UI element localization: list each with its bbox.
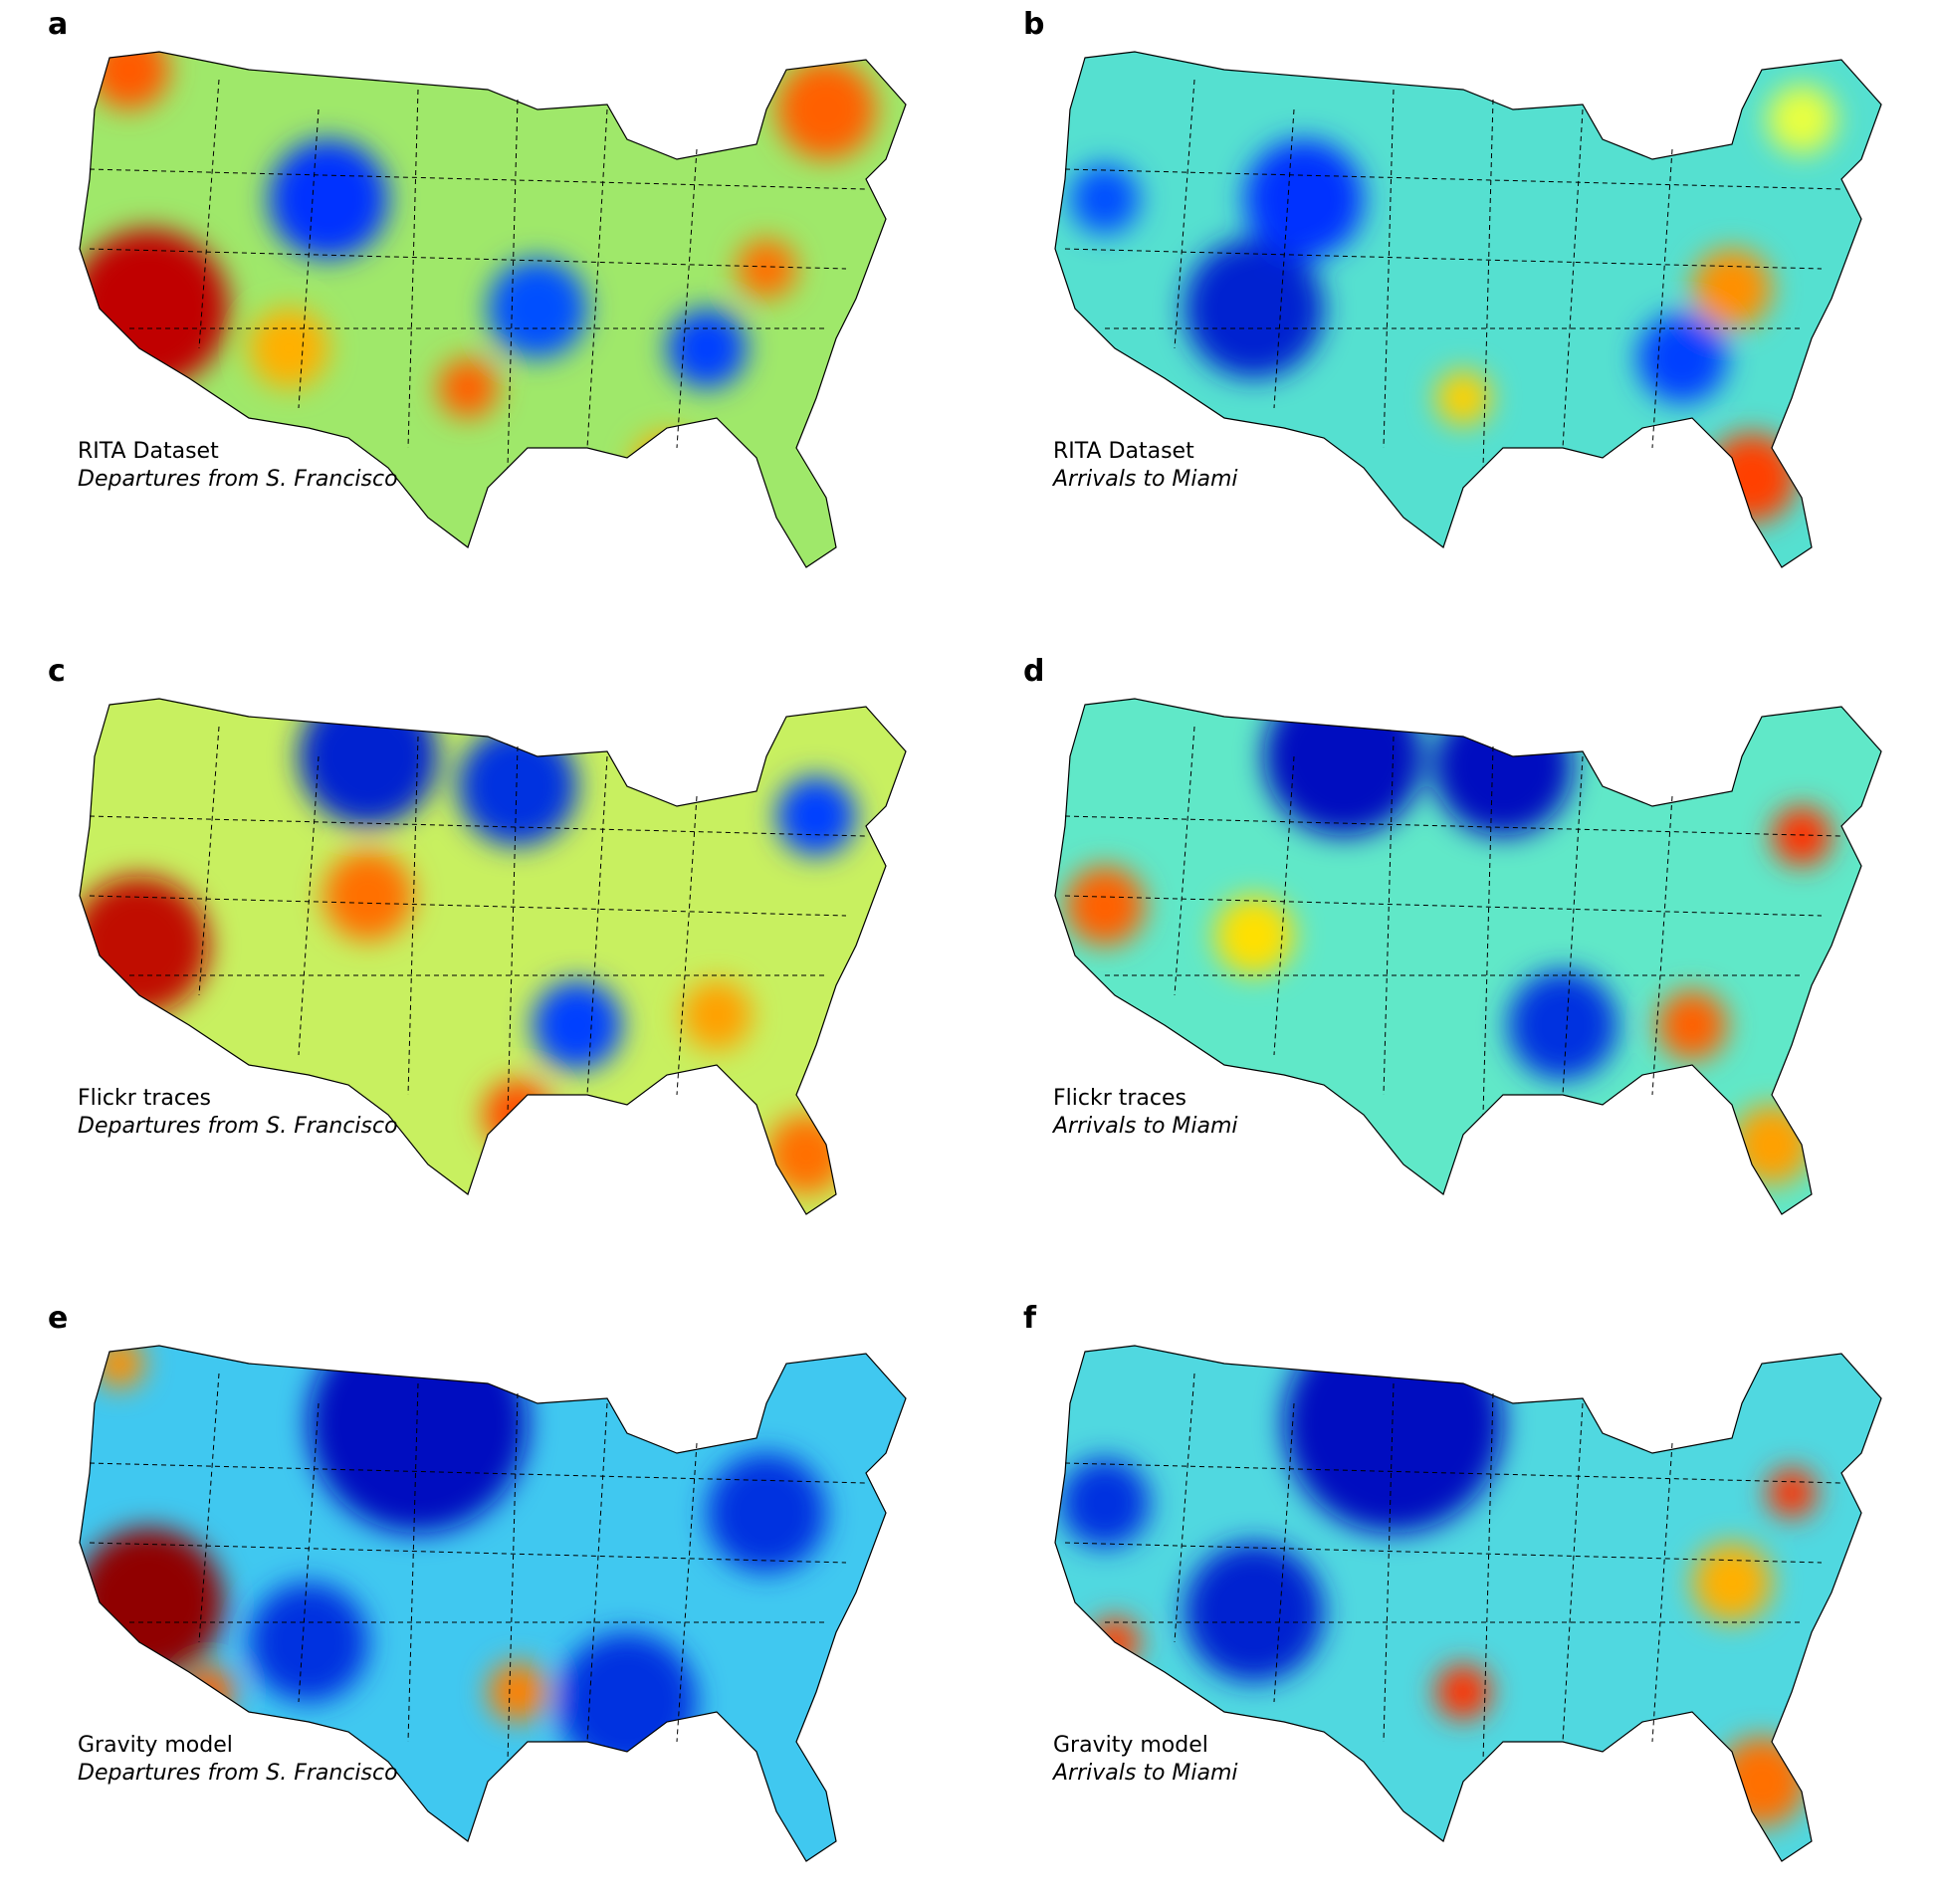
panel-caption: Flickr traces Arrivals to Miami <box>1053 1085 1238 1141</box>
panel-letter: a <box>48 7 69 42</box>
panel-f: f Gravity model Arrivals to Miami <box>1005 1301 1921 1862</box>
heatmap-usa <box>1054 698 1882 1215</box>
caption-direction: Arrivals to Miami <box>1053 467 1238 492</box>
panel-letter: b <box>1023 7 1045 42</box>
caption-dataset: Gravity model <box>78 1733 233 1758</box>
panel-b: b RITA Dataset Arrivals to Miami <box>1005 7 1921 568</box>
panel-a: a RITA Dataset Departures <box>30 7 946 568</box>
panel-letter: e <box>48 1301 69 1336</box>
caption-dataset: Gravity model <box>1053 1733 1208 1758</box>
panel-caption: RITA Dataset Departures from S. Francisc… <box>78 438 398 494</box>
panel-caption: Gravity model Departures from S. Francis… <box>78 1732 398 1788</box>
panel-e: e Gravity model Departures from S. Franc… <box>30 1301 946 1862</box>
heatmap-usa <box>1054 51 1882 568</box>
panel-caption: Gravity model Arrivals to Miami <box>1053 1732 1238 1788</box>
caption-direction: Arrivals to Miami <box>1053 1761 1238 1786</box>
caption-dataset: Flickr traces <box>78 1086 211 1111</box>
panel-letter: f <box>1023 1301 1037 1336</box>
panel-caption: RITA Dataset Arrivals to Miami <box>1053 438 1238 494</box>
heatmap-usa <box>1054 1345 1882 1862</box>
caption-direction: Departures from S. Francisco <box>78 467 398 492</box>
caption-direction: Departures from S. Francisco <box>78 1114 398 1139</box>
heatmap-usa <box>79 51 907 568</box>
caption-dataset: RITA Dataset <box>78 439 219 464</box>
caption-direction: Departures from S. Francisco <box>78 1761 398 1786</box>
caption-dataset: Flickr traces <box>1053 1086 1186 1111</box>
heatmap-usa <box>79 698 907 1215</box>
caption-dataset: RITA Dataset <box>1053 439 1194 464</box>
caption-direction: Arrivals to Miami <box>1053 1114 1238 1139</box>
panel-letter: c <box>48 654 66 689</box>
panel-letter: d <box>1023 654 1045 689</box>
panel-d: d Flickr traces Arrivals to Miami <box>1005 654 1921 1215</box>
heatmap-usa <box>79 1345 907 1862</box>
panel-c: c Flickr traces Departures from S. <box>30 654 946 1215</box>
panel-caption: Flickr traces Departures from S. Francis… <box>78 1085 398 1141</box>
